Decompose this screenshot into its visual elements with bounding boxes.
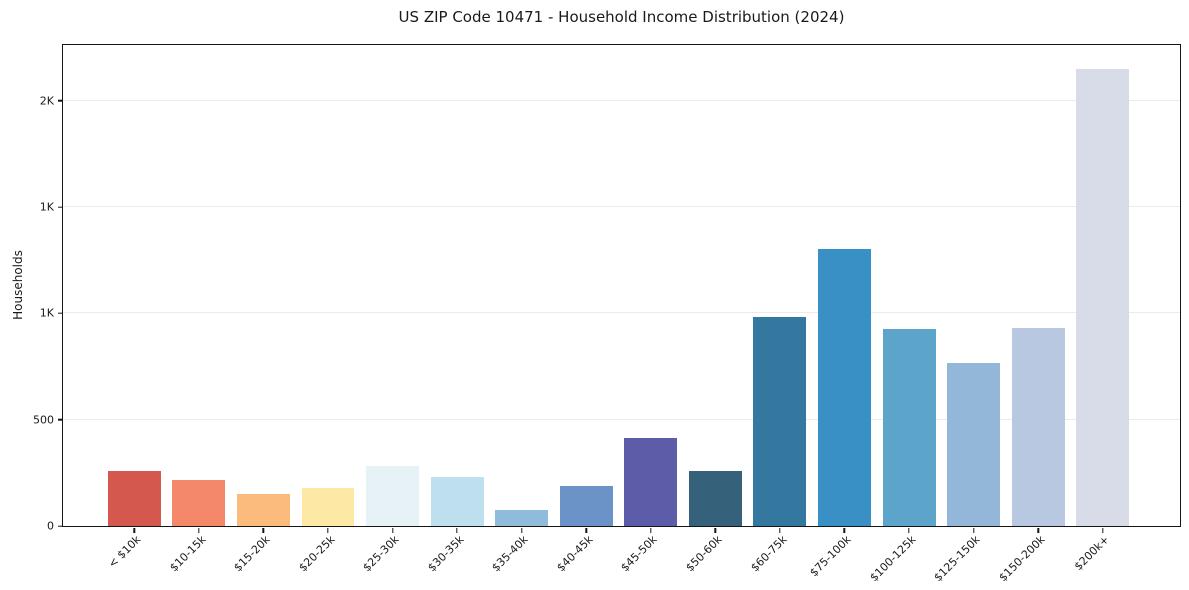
chart-title: US ZIP Code 10471 - Household Income Dis… xyxy=(398,8,845,26)
gridline xyxy=(63,206,1180,208)
bar xyxy=(818,248,871,526)
bar xyxy=(1076,68,1130,526)
y-tick-label: 2K xyxy=(39,94,54,108)
x-axis-tick xyxy=(843,528,846,533)
plot-area: 0 500 1K 1K 2K < $10k $10-15k $15-20k $20-25k $2… xyxy=(33,44,1181,584)
bar xyxy=(624,437,678,526)
x-axis-tick xyxy=(133,528,135,533)
y-axis-label: Households xyxy=(11,250,25,320)
gridline xyxy=(63,99,1180,101)
x-axis-tick xyxy=(456,528,458,533)
x-axis-tick xyxy=(908,528,910,533)
bar xyxy=(301,487,355,526)
category-slot: < $10k xyxy=(102,45,167,571)
x-axis-tick xyxy=(262,528,265,533)
x-tick-label: < $10k xyxy=(105,533,144,571)
category-slot: $45-50k xyxy=(619,45,684,574)
y-axis-tick xyxy=(58,206,63,208)
bar xyxy=(559,485,613,526)
bar xyxy=(882,329,936,526)
x-tick-label: $35-40k xyxy=(489,533,531,575)
x-tick-label: $10-15k xyxy=(166,533,209,575)
category-slot: $60-75k xyxy=(748,45,813,574)
x-tick-label: $15-20k xyxy=(231,533,273,575)
gridline xyxy=(63,312,1180,314)
x-tick-label: $125-150k xyxy=(931,533,983,585)
bar xyxy=(107,470,161,526)
bar xyxy=(1011,328,1065,526)
x-tick-label: $50-60k xyxy=(683,533,725,575)
gridline xyxy=(63,418,1180,420)
x-axis-tick xyxy=(198,528,200,533)
x-axis-tick xyxy=(1102,528,1104,533)
bar xyxy=(947,363,1001,526)
bar xyxy=(366,466,419,526)
bar xyxy=(236,494,290,526)
x-tick-label: $25-30k xyxy=(360,533,402,575)
category-slot: $40-45k xyxy=(554,45,619,574)
x-axis-tick xyxy=(327,528,329,533)
x-axis-tick xyxy=(1037,528,1039,533)
category-slot: $50-60k xyxy=(683,45,748,574)
category-slot: $75-100k xyxy=(807,45,877,579)
bar xyxy=(753,316,807,526)
x-tick-label: $75-100k xyxy=(807,533,854,580)
y-tick-label: 0 xyxy=(47,519,54,533)
bars-container: < $10k $10-15k $15-20k $20-25k $25-30k $30-35… xyxy=(63,45,1180,584)
category-slot: $20-25k xyxy=(296,45,361,574)
category-slot: $30-35k xyxy=(425,45,490,574)
bar xyxy=(688,470,742,526)
bar xyxy=(172,480,226,526)
x-tick-label: $60-75k xyxy=(747,533,790,575)
category-slot: $10-15k xyxy=(167,45,232,574)
y-tick-label: 1K xyxy=(39,200,54,214)
x-tick-label: $20-25k xyxy=(295,533,338,575)
x-tick-label: $45-50k xyxy=(618,533,660,575)
x-tick-label: $150-200k xyxy=(996,533,1048,585)
category-slot: $100-125k xyxy=(867,45,942,584)
x-tick-label: $200k+ xyxy=(1071,533,1112,574)
category-slot: $35-40k xyxy=(489,45,554,574)
category-slot: $150-200k xyxy=(996,45,1071,584)
x-axis-tick xyxy=(520,528,523,533)
category-slot: $25-30k xyxy=(360,45,425,574)
x-axis-tick xyxy=(391,528,394,533)
y-axis-tick xyxy=(58,525,63,527)
x-axis-tick xyxy=(714,528,717,533)
x-axis-tick xyxy=(972,528,975,533)
x-axis-tick xyxy=(779,528,781,533)
y-axis-tick xyxy=(58,312,63,315)
bar xyxy=(430,477,484,526)
x-tick-label: $100-125k xyxy=(867,533,919,585)
x-tick-label: $30-35k xyxy=(425,533,467,575)
category-slot: $200k+ xyxy=(1070,45,1135,573)
x-tick-label: $40-45k xyxy=(554,533,596,575)
y-axis-tick xyxy=(58,418,63,421)
category-slot: $125-150k xyxy=(932,45,1006,584)
category-slot: $15-20k xyxy=(231,45,296,574)
y-axis-tick xyxy=(58,100,63,102)
y-tick-label: 1K xyxy=(39,306,54,320)
y-tick-label: 500 xyxy=(33,413,54,427)
x-axis-tick xyxy=(650,528,652,533)
x-axis-tick xyxy=(585,528,587,533)
bar xyxy=(495,510,549,526)
